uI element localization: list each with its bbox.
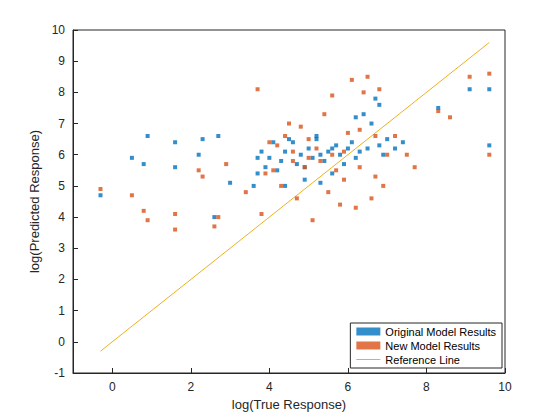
svg-text:8: 8 — [58, 85, 65, 99]
svg-text:9: 9 — [58, 54, 65, 68]
svg-text:Original Model Results: Original Model Results — [385, 326, 496, 338]
svg-text:10: 10 — [498, 380, 512, 394]
svg-text:4: 4 — [266, 380, 273, 394]
svg-text:3: 3 — [58, 241, 65, 255]
svg-text:0: 0 — [58, 335, 65, 349]
svg-text:10: 10 — [52, 23, 66, 37]
svg-text:log(Predicted Response): log(Predicted Response) — [27, 130, 42, 273]
svg-text:Reference Line: Reference Line — [385, 354, 460, 366]
svg-text:4: 4 — [58, 210, 65, 224]
svg-text:6: 6 — [345, 380, 352, 394]
svg-text:8: 8 — [423, 380, 430, 394]
svg-text:5: 5 — [58, 179, 65, 193]
svg-text:log(True Response): log(True Response) — [232, 397, 346, 412]
svg-text:1: 1 — [58, 304, 65, 318]
svg-text:2: 2 — [58, 272, 65, 286]
svg-text:6: 6 — [58, 148, 65, 162]
svg-text:0: 0 — [109, 380, 116, 394]
svg-text:7: 7 — [58, 117, 65, 131]
svg-text:-1: -1 — [54, 366, 65, 380]
svg-text:New Model Results: New Model Results — [385, 340, 480, 352]
svg-text:2: 2 — [187, 380, 194, 394]
